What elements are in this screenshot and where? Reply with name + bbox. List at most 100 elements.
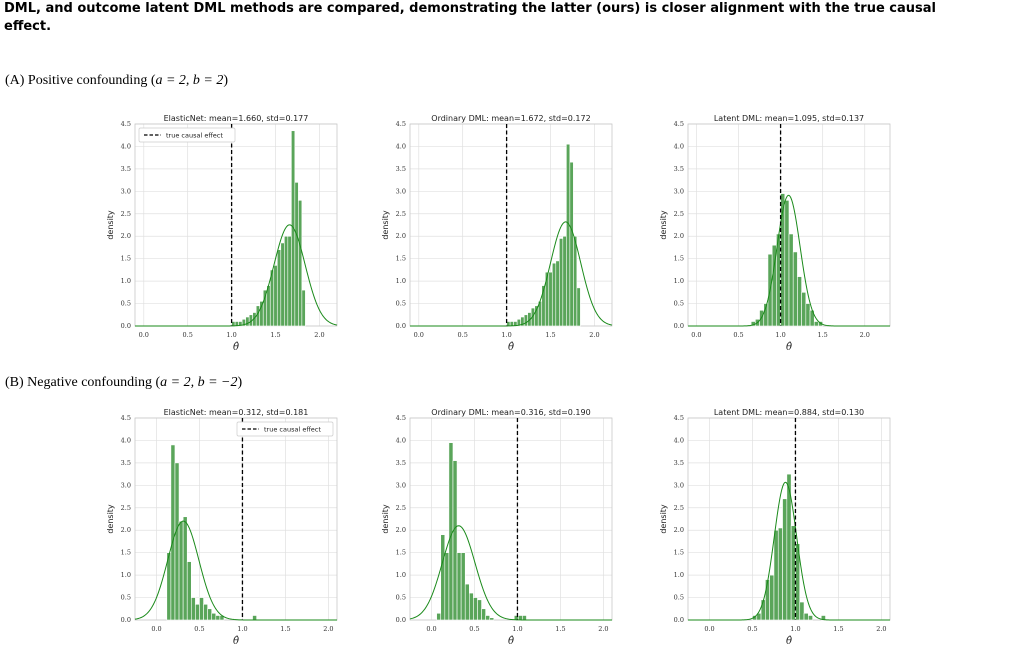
- x-tick-label: 0.0: [704, 625, 714, 633]
- histogram-bar: [559, 238, 564, 327]
- y-tick-label: 2.0: [121, 526, 131, 534]
- y-tick-label: 1.5: [121, 549, 131, 557]
- histogram-bar: [562, 235, 567, 327]
- x-tick-label: 0.5: [183, 331, 193, 339]
- histogram-bar: [765, 579, 770, 621]
- y-axis-label: density: [659, 210, 668, 240]
- y-tick-label: 1.5: [396, 255, 406, 263]
- histogram-bar: [813, 321, 819, 327]
- y-tick-label: 0.5: [674, 594, 684, 602]
- x-tick-label: 0.5: [458, 331, 468, 339]
- panel-a-ordinary-dml: Ordinary DML: mean=1.672, std=0.172 0.0 0.…: [381, 114, 613, 353]
- section-a-label: (A) Positive confounding (a = 2, b = 2): [5, 73, 228, 89]
- histogram-bar: [477, 599, 482, 621]
- normal-fit-curve: [688, 481, 890, 621]
- y-tick-label: 1.5: [121, 255, 131, 263]
- plot-frame: [409, 417, 613, 621]
- plot-frame: [134, 123, 338, 327]
- histogram-bar: [769, 574, 775, 621]
- y-axis-label: density: [106, 504, 115, 534]
- section-b-math: a = 2, b = −2: [160, 375, 238, 390]
- histogram-bar: [485, 615, 491, 621]
- panel-title: Ordinary DML: mean=0.316, std=0.190: [431, 408, 590, 417]
- y-tick-label: 3.0: [674, 481, 684, 489]
- plot-frame: [134, 417, 338, 621]
- histogram-bar: [444, 552, 450, 621]
- y-tick-label: 0.0: [121, 322, 131, 330]
- y-axis-label: density: [381, 504, 390, 534]
- histogram-bar: [788, 233, 794, 327]
- histogram-bar: [182, 516, 188, 621]
- normal-fit-curve: [688, 194, 890, 327]
- histogram-bar: [469, 592, 474, 621]
- y-tick-label: 4.5: [121, 120, 131, 128]
- y-tick-label: 3.0: [396, 187, 406, 195]
- histogram-bar: [808, 615, 813, 621]
- histogram-bar: [211, 612, 217, 621]
- x-tick-label: 1.5: [270, 331, 280, 339]
- histogram-bar: [298, 200, 303, 327]
- caption-line-1: DML, and outcome latent DML methods are …: [4, 1, 936, 16]
- y-tick-label: 0.0: [396, 322, 406, 330]
- y-axis-label: density: [106, 210, 115, 240]
- x-axis-label: θ̂: [508, 342, 514, 353]
- histogram-bar: [548, 271, 553, 327]
- legend-label: true causal effect: [166, 131, 223, 139]
- x-tick-label: 2.0: [314, 331, 324, 339]
- x-tick-label: 2.0: [323, 625, 333, 633]
- y-tick-label: 2.5: [396, 504, 406, 512]
- normal-fit-curve: [134, 520, 337, 621]
- histogram-bar: [440, 534, 446, 621]
- histogram-bar: [456, 552, 462, 621]
- y-tick-label: 2.0: [674, 526, 684, 534]
- histogram-bar: [803, 612, 809, 621]
- histogram-bar: [287, 235, 292, 327]
- x-tick-label: 0.5: [747, 625, 757, 633]
- y-tick-label: 2.5: [396, 210, 406, 218]
- histogram-bar: [452, 460, 458, 621]
- histogram-bar: [799, 601, 805, 621]
- y-tick-label: 3.5: [396, 165, 406, 173]
- histogram-bar: [273, 265, 278, 327]
- x-tick-label: 1.5: [280, 625, 290, 633]
- histogram-bar: [573, 235, 578, 327]
- x-tick-label: 0.0: [426, 625, 436, 633]
- legend: true causal effect: [236, 421, 334, 437]
- histogram-bar: [436, 612, 442, 621]
- y-tick-label: 3.5: [674, 165, 684, 173]
- histogram-bar: [576, 287, 581, 327]
- y-tick-label: 1.0: [121, 571, 131, 579]
- histogram-bar: [294, 182, 299, 327]
- section-b-prefix: (B) Negative confounding (: [5, 375, 161, 390]
- y-tick-label: 1.5: [674, 255, 684, 263]
- caption-line-2: effect.: [4, 19, 52, 34]
- histogram-bar: [782, 498, 788, 621]
- x-tick-label: 2.0: [860, 331, 870, 339]
- y-tick-label: 2.0: [674, 232, 684, 240]
- y-tick-label: 3.5: [121, 165, 131, 173]
- histogram-bar: [178, 520, 184, 621]
- legend-label: true causal effect: [264, 425, 321, 433]
- x-tick-label: 1.0: [501, 331, 511, 339]
- section-a-math: a = 2, b = 2: [155, 73, 224, 88]
- histogram-bar: [784, 200, 790, 327]
- y-tick-label: 0.0: [674, 322, 684, 330]
- histogram-bar: [801, 292, 807, 327]
- histogram-bar: [777, 527, 783, 621]
- x-axis-label: θ̂: [233, 636, 239, 647]
- histogram-bar: [489, 617, 495, 621]
- y-tick-label: 0.0: [396, 616, 406, 624]
- histogram-bar: [551, 262, 557, 327]
- x-tick-label: 0.0: [139, 331, 149, 339]
- y-tick-label: 3.0: [121, 481, 131, 489]
- legend-box: [236, 421, 334, 437]
- legend-box: [138, 127, 236, 143]
- x-tick-label: 1.5: [545, 331, 555, 339]
- histogram-bar: [280, 242, 285, 327]
- y-axis-label: density: [381, 210, 390, 240]
- x-tick-label: 1.5: [817, 331, 827, 339]
- y-tick-label: 2.0: [121, 232, 131, 240]
- histogram-bar: [252, 615, 257, 621]
- histogram-bar: [522, 615, 527, 621]
- histogram-bar: [276, 249, 282, 327]
